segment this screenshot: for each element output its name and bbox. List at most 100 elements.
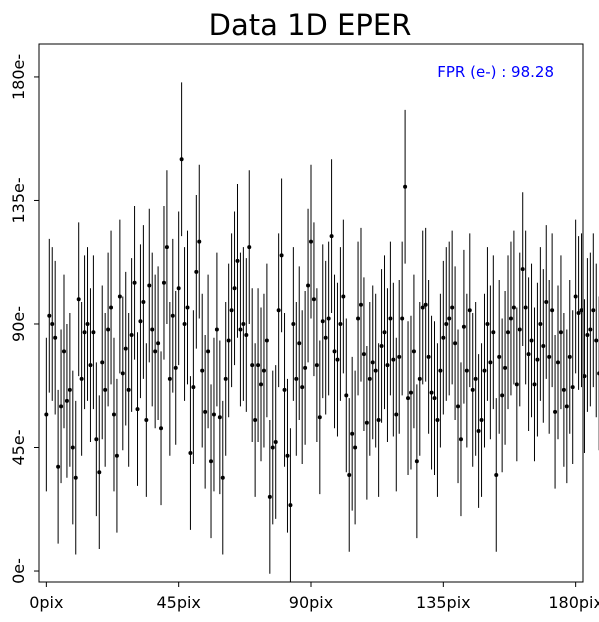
data-point: [450, 305, 455, 310]
y-tick-label: 135e-: [9, 177, 28, 223]
data-point: [573, 294, 578, 299]
data-point: [70, 445, 75, 450]
data-point: [138, 319, 143, 324]
data-point: [567, 354, 572, 359]
data-point: [376, 418, 381, 423]
data-point: [338, 321, 343, 326]
data-point: [109, 305, 114, 310]
data-point: [279, 253, 284, 258]
data-point: [97, 470, 102, 475]
data-point: [47, 313, 52, 318]
data-point: [188, 450, 193, 455]
data-point: [185, 305, 190, 310]
data-point: [435, 418, 440, 423]
data-point: [111, 412, 116, 417]
data-point: [470, 387, 475, 392]
data-point: [250, 363, 255, 368]
data-point: [170, 313, 175, 318]
data-point: [159, 426, 164, 431]
data-point: [209, 459, 214, 464]
data-point: [367, 376, 372, 381]
data-point: [267, 494, 272, 499]
data-point: [197, 239, 202, 244]
data-point: [391, 357, 396, 362]
data-point: [56, 464, 61, 469]
data-point: [214, 327, 219, 332]
data-point: [67, 387, 72, 392]
x-tick-label: 180pix: [548, 593, 599, 612]
data-points: [44, 157, 599, 508]
data-point: [382, 330, 387, 335]
data-point: [91, 330, 96, 335]
y-axis: 0e- 45e- 90e- 135e- 180e-: [9, 54, 39, 584]
data-point: [556, 360, 561, 365]
data-point: [232, 286, 237, 291]
data-point: [179, 157, 184, 162]
data-point: [309, 239, 313, 244]
data-point: [511, 305, 516, 310]
x-tick-label: 0pix: [29, 593, 63, 612]
data-point: [526, 352, 531, 357]
data-point: [259, 382, 264, 387]
data-point: [441, 335, 446, 340]
data-point: [576, 311, 581, 315]
data-point: [103, 387, 108, 392]
data-point: [50, 321, 55, 326]
data-point: [147, 283, 152, 288]
data-point: [529, 338, 534, 343]
data-point: [411, 349, 416, 354]
data-point: [432, 396, 437, 401]
data-point: [523, 305, 528, 310]
x-axis: 0pix 45pix 90pix 135pix 180pix: [29, 582, 599, 612]
data-point: [361, 352, 366, 357]
data-point: [220, 475, 225, 480]
data-point: [426, 354, 431, 359]
data-point: [544, 300, 549, 305]
data-point: [494, 472, 499, 477]
data-point: [120, 371, 125, 376]
data-point: [464, 368, 469, 373]
data-point: [94, 437, 99, 442]
data-point: [182, 321, 187, 326]
data-point: [541, 343, 546, 348]
data-point: [335, 357, 340, 362]
error-bars: [45, 82, 599, 582]
data-point: [261, 368, 266, 373]
data-point: [206, 349, 211, 354]
data-point: [585, 332, 590, 337]
data-point: [211, 412, 216, 417]
data-point: [332, 349, 337, 354]
data-point: [229, 308, 234, 313]
data-point: [532, 382, 537, 387]
data-point: [344, 393, 349, 398]
data-point: [482, 368, 487, 373]
data-point: [485, 321, 490, 326]
data-point: [156, 341, 161, 346]
data-point: [311, 297, 316, 302]
data-point: [538, 321, 543, 326]
data-point: [100, 360, 105, 365]
data-point: [550, 308, 555, 313]
data-point: [256, 363, 261, 368]
data-point: [397, 354, 402, 359]
data-point: [429, 390, 434, 395]
data-point: [467, 308, 472, 313]
data-point: [282, 387, 287, 392]
data-point: [238, 327, 243, 332]
data-point: [403, 184, 408, 189]
y-tick-label: 90e-: [9, 306, 28, 342]
y-tick-label: 0e-: [9, 558, 28, 584]
data-point: [82, 330, 87, 335]
data-point: [44, 412, 49, 417]
data-point: [59, 404, 64, 409]
data-point: [288, 503, 293, 508]
data-point: [570, 385, 575, 390]
data-point: [547, 354, 552, 359]
data-point: [79, 376, 84, 381]
data-point: [144, 418, 149, 423]
data-point: [217, 415, 222, 420]
data-point: [253, 418, 258, 423]
data-point: [329, 234, 334, 239]
data-point: [394, 412, 399, 417]
data-point: [420, 305, 425, 310]
